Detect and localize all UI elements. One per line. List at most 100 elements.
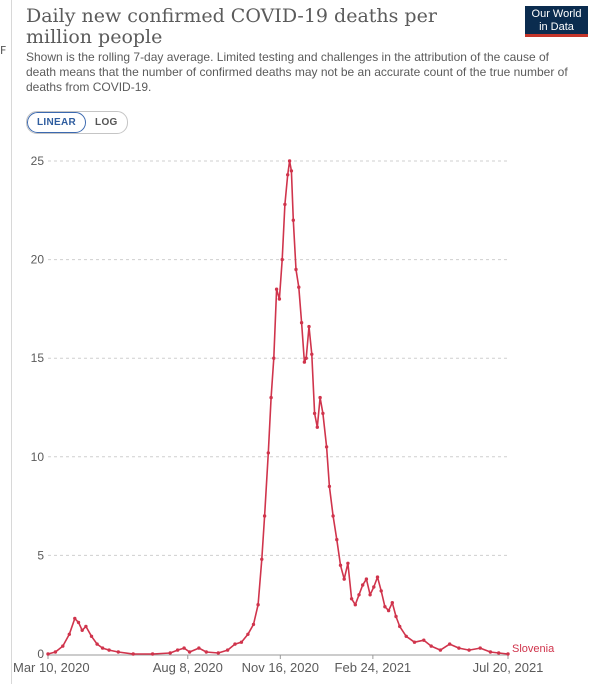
data-point bbox=[266, 451, 270, 455]
data-point bbox=[368, 593, 372, 597]
data-point bbox=[294, 267, 298, 272]
x-tick-label: Feb 24, 2021 bbox=[335, 660, 412, 675]
data-point bbox=[321, 411, 325, 416]
data-point bbox=[364, 577, 369, 581]
data-point bbox=[302, 360, 307, 364]
data-point bbox=[438, 648, 443, 652]
data-point bbox=[448, 642, 452, 646]
left-panel-edge bbox=[0, 0, 12, 684]
data-point bbox=[478, 646, 482, 650]
data-point bbox=[318, 395, 322, 400]
data-point bbox=[299, 321, 304, 325]
data-point bbox=[310, 352, 314, 356]
data-point bbox=[312, 411, 317, 416]
x-tick-label: Nov 16, 2020 bbox=[242, 660, 319, 675]
data-point bbox=[291, 218, 295, 222]
data-point bbox=[272, 356, 276, 360]
y-tick-label: 5 bbox=[37, 548, 44, 562]
data-point bbox=[457, 646, 461, 650]
data-point bbox=[260, 557, 264, 561]
data-point bbox=[383, 605, 387, 609]
data-point bbox=[150, 652, 155, 656]
data-point bbox=[289, 169, 294, 173]
data-point bbox=[497, 651, 501, 655]
data-point bbox=[331, 514, 335, 518]
data-point bbox=[233, 642, 237, 646]
data-point bbox=[246, 632, 250, 636]
data-point bbox=[379, 589, 383, 593]
data-point bbox=[204, 650, 208, 654]
series-line-slovenia bbox=[47, 160, 509, 655]
chart-subtitle: Shown is the rolling 7-day average. Limi… bbox=[26, 50, 568, 94]
data-point bbox=[349, 597, 354, 601]
data-point bbox=[404, 634, 408, 638]
data-point bbox=[107, 648, 111, 652]
data-point bbox=[324, 445, 329, 449]
data-point bbox=[353, 603, 357, 607]
data-point bbox=[335, 537, 339, 542]
data-point bbox=[95, 642, 99, 646]
data-point bbox=[280, 257, 284, 262]
data-point bbox=[386, 608, 391, 613]
data-point bbox=[429, 644, 433, 648]
data-point bbox=[412, 640, 417, 644]
logo-line-1: Our World bbox=[531, 8, 582, 20]
data-point bbox=[239, 640, 244, 644]
chart-title: Daily new confirmed COVID-19 deaths per … bbox=[26, 5, 437, 48]
data-point bbox=[131, 652, 135, 656]
y-tick-label: 20 bbox=[31, 253, 45, 267]
data-point bbox=[372, 585, 376, 589]
data-point bbox=[80, 628, 84, 632]
data-point bbox=[197, 646, 201, 650]
data-point bbox=[46, 652, 50, 656]
data-point bbox=[394, 614, 398, 619]
data-point bbox=[262, 514, 267, 518]
data-point bbox=[225, 648, 230, 652]
data-point bbox=[73, 616, 77, 621]
data-point bbox=[346, 561, 350, 565]
data-point bbox=[422, 638, 426, 642]
data-point bbox=[283, 202, 287, 207]
data-point bbox=[84, 624, 88, 629]
logo-line-2: in Data bbox=[539, 21, 574, 33]
data-point bbox=[251, 622, 256, 627]
data-point bbox=[315, 425, 319, 429]
data-point bbox=[182, 646, 186, 650]
data-point bbox=[256, 603, 260, 607]
log-scale-button[interactable]: LOG bbox=[95, 117, 118, 128]
x-tick-label: Jul 20, 2021 bbox=[473, 660, 544, 675]
data-point bbox=[304, 356, 308, 360]
x-tick-label: Aug 8, 2020 bbox=[153, 660, 223, 675]
data-point bbox=[307, 324, 311, 329]
data-point bbox=[53, 650, 58, 654]
linear-scale-button[interactable]: LINEAR bbox=[27, 112, 87, 133]
data-point bbox=[327, 484, 332, 489]
data-point bbox=[286, 173, 290, 177]
series-label: Slovenia bbox=[512, 643, 555, 655]
data-point bbox=[488, 650, 493, 654]
data-point bbox=[187, 650, 192, 654]
data-point bbox=[506, 652, 510, 656]
y-tick-label: 0 bbox=[37, 647, 44, 661]
data-point bbox=[357, 593, 361, 597]
left-panel-mark: F bbox=[0, 44, 7, 57]
y-tick-label: 10 bbox=[31, 450, 45, 464]
data-point bbox=[287, 159, 292, 163]
data-point bbox=[61, 644, 65, 648]
data-point bbox=[390, 601, 394, 605]
data-point bbox=[361, 583, 365, 587]
data-point bbox=[338, 563, 343, 567]
data-point bbox=[216, 651, 220, 655]
data-point bbox=[375, 575, 380, 579]
y-tick-label: 25 bbox=[31, 154, 45, 168]
y-tick-label: 15 bbox=[31, 351, 45, 365]
data-point bbox=[76, 620, 81, 625]
data-point bbox=[67, 632, 72, 636]
data-point bbox=[467, 648, 471, 652]
data-point bbox=[89, 634, 94, 638]
data-point bbox=[274, 287, 279, 291]
data-point bbox=[398, 624, 402, 629]
x-tick-label: Mar 10, 2020 bbox=[13, 660, 90, 675]
owid-logo[interactable]: Our World in Data bbox=[525, 6, 588, 37]
